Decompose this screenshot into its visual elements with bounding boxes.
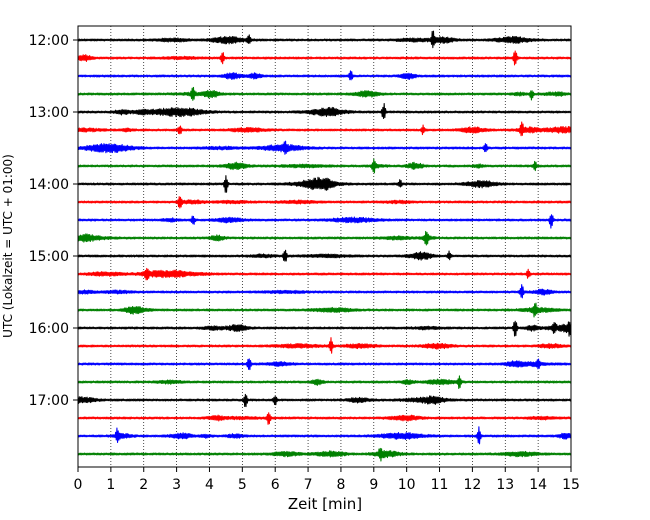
trace-line xyxy=(77,337,572,354)
trace-line xyxy=(77,158,572,174)
trace-line xyxy=(77,230,572,246)
x-tick-label: 12 xyxy=(463,477,481,493)
x-tick-label: 3 xyxy=(172,477,181,493)
trace-line xyxy=(77,302,572,318)
x-tick-label: 9 xyxy=(369,477,378,493)
y-tick-label: 12:00 xyxy=(29,33,69,49)
trace-line xyxy=(77,86,572,101)
x-tick-label: 8 xyxy=(336,477,345,493)
y-tick-label: 15:00 xyxy=(29,249,69,265)
trace-line xyxy=(77,103,572,120)
trace-line xyxy=(77,249,572,262)
y-tick-label: 16:00 xyxy=(29,321,69,337)
trace-line xyxy=(77,196,572,209)
trace-line xyxy=(77,175,572,193)
trace-line xyxy=(77,358,572,371)
y-tick-label: 17:00 xyxy=(29,393,69,409)
y-axis-label: UTC (Lokalzeit = UTC + 01:00) xyxy=(1,154,15,338)
trace-line xyxy=(77,426,572,445)
y-axis: 12:00 13:00 14:00 15:00 16:00 17:00 xyxy=(29,33,78,409)
trace-line xyxy=(77,412,572,425)
x-tick-label: 2 xyxy=(139,477,148,493)
trace-line xyxy=(77,320,572,337)
y-tick-label: 13:00 xyxy=(29,105,69,121)
trace-line xyxy=(77,30,572,49)
x-tick-label: 0 xyxy=(74,477,83,493)
x-tick-label: 7 xyxy=(304,477,313,493)
x-tick-label: 13 xyxy=(496,477,514,493)
y-tick-label: 14:00 xyxy=(29,177,69,193)
trace-line xyxy=(77,70,572,81)
trace-line xyxy=(77,284,572,299)
plot-frame xyxy=(77,25,572,468)
trace-line xyxy=(77,393,572,408)
x-tick-label: 10 xyxy=(398,477,416,493)
x-tick-label: 5 xyxy=(238,477,247,493)
trace-line xyxy=(77,375,572,389)
trace-line xyxy=(77,50,572,66)
trace-line xyxy=(77,447,572,462)
x-tick-label: 14 xyxy=(529,477,547,493)
x-tick-label: 15 xyxy=(562,477,580,493)
trace-line xyxy=(77,267,572,281)
x-axis-label: Zeit [min] xyxy=(288,495,362,513)
x-tick-label: 6 xyxy=(271,477,280,493)
trace-lines xyxy=(77,30,572,462)
x-tick-label: 1 xyxy=(106,477,115,493)
trace-line xyxy=(77,140,572,155)
trace-line xyxy=(77,121,572,137)
x-axis: 0 1 2 3 4 5 6 7 8 9 10 11 12 13 14 15 xyxy=(74,467,580,493)
x-tick-label: 11 xyxy=(431,477,449,493)
trace-line xyxy=(77,214,572,229)
x-tick-label: 4 xyxy=(205,477,214,493)
